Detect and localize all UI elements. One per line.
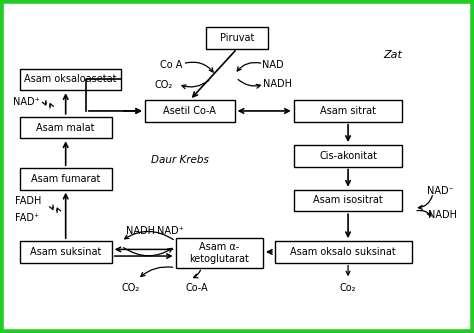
FancyBboxPatch shape <box>275 241 412 263</box>
FancyBboxPatch shape <box>294 100 402 122</box>
Text: Asam isositrat: Asam isositrat <box>313 195 383 205</box>
Text: Co-A: Co-A <box>185 282 208 292</box>
FancyBboxPatch shape <box>19 168 112 190</box>
Text: FADH: FADH <box>15 196 41 206</box>
FancyBboxPatch shape <box>19 117 112 138</box>
Text: CO₂: CO₂ <box>155 80 173 90</box>
FancyBboxPatch shape <box>175 238 263 268</box>
Text: NADH: NADH <box>263 79 292 89</box>
Text: Asam oksalo suksinat: Asam oksalo suksinat <box>291 247 396 257</box>
Text: Daur Krebs: Daur Krebs <box>151 155 209 165</box>
Text: NAD: NAD <box>262 60 283 70</box>
Text: NAD⁻: NAD⁻ <box>427 186 454 196</box>
Text: CO₂: CO₂ <box>121 282 140 292</box>
Text: NAD⁺: NAD⁺ <box>13 97 40 107</box>
Text: FAD⁺: FAD⁺ <box>15 213 39 223</box>
Text: NADH: NADH <box>126 226 155 236</box>
FancyBboxPatch shape <box>294 190 402 211</box>
FancyBboxPatch shape <box>294 145 402 166</box>
Text: Asam α-
ketoglutarat: Asam α- ketoglutarat <box>189 242 249 263</box>
Text: Co₂: Co₂ <box>340 282 356 292</box>
Text: Asam fumarat: Asam fumarat <box>31 174 100 184</box>
Text: Co A: Co A <box>160 60 182 70</box>
FancyBboxPatch shape <box>145 100 235 122</box>
Text: Asam suksinat: Asam suksinat <box>30 247 101 257</box>
Text: NADH: NADH <box>428 209 457 219</box>
Text: Asetil Co-A: Asetil Co-A <box>164 106 216 116</box>
Text: Asam sitrat: Asam sitrat <box>320 106 376 116</box>
FancyBboxPatch shape <box>19 69 121 90</box>
Text: Asam malat: Asam malat <box>36 123 95 133</box>
FancyBboxPatch shape <box>19 241 112 263</box>
Text: Asam oksaloasetat: Asam oksaloasetat <box>24 75 117 85</box>
FancyBboxPatch shape <box>206 27 268 49</box>
Text: Cis-akonitat: Cis-akonitat <box>319 151 377 161</box>
Text: Zat: Zat <box>383 50 402 60</box>
Text: NAD⁺: NAD⁺ <box>157 226 184 236</box>
Text: Piruvat: Piruvat <box>220 33 254 43</box>
